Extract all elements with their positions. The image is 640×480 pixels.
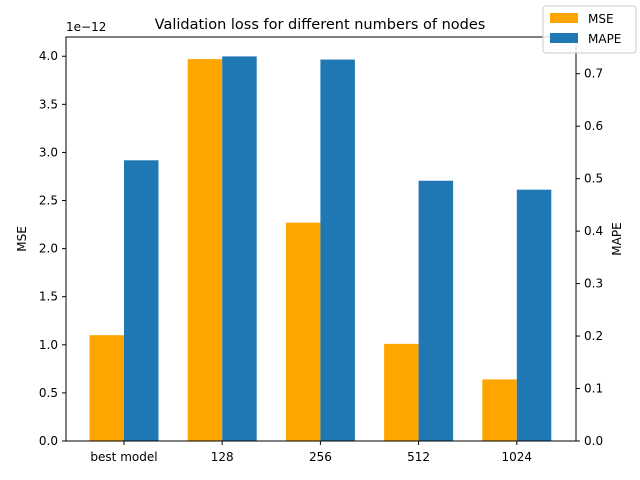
right-tick-label: 0.4 bbox=[584, 224, 603, 238]
x-tick-label: 1024 bbox=[502, 450, 533, 464]
x-tick-label: 128 bbox=[211, 450, 234, 464]
left-tick-label: 1.5 bbox=[39, 290, 58, 304]
left-tick-label: 1.0 bbox=[39, 338, 58, 352]
mape-bar bbox=[124, 160, 159, 441]
mse-bar bbox=[482, 379, 517, 441]
mape-bar bbox=[222, 56, 257, 441]
legend-label: MAPE bbox=[588, 32, 621, 46]
right-tick-label: 0.1 bbox=[584, 382, 603, 396]
mse-bar bbox=[187, 59, 223, 441]
plot-area bbox=[65, 36, 577, 442]
right-tick-label: 0.7 bbox=[584, 67, 603, 81]
mape-bar bbox=[418, 180, 454, 441]
left-tick-label: 0.5 bbox=[39, 386, 58, 400]
left-offset-label: 1e−12 bbox=[66, 20, 106, 34]
mse-bar bbox=[89, 335, 124, 441]
left-tick-label: 2.5 bbox=[39, 194, 58, 208]
right-tick-label: 0.6 bbox=[584, 119, 603, 133]
chart-title: Validation loss for different numbers of… bbox=[155, 17, 486, 33]
mape-bar bbox=[516, 189, 552, 441]
mape-bar bbox=[320, 59, 355, 442]
legend-swatch bbox=[550, 13, 578, 23]
x-axis: best model 128 256 512 1024 bbox=[90, 441, 532, 464]
left-tick-label: 4.0 bbox=[39, 49, 58, 63]
x-tick-label: 512 bbox=[407, 450, 430, 464]
mse-bar bbox=[384, 343, 419, 441]
right-tick-label: 0.5 bbox=[584, 172, 603, 186]
left-axis: 0.0 0.5 1.0 1.5 2.0 2.5 3.0 3.5 4.0 bbox=[39, 49, 66, 448]
left-tick-label: 3.5 bbox=[39, 97, 58, 111]
legend-label: MSE bbox=[588, 12, 614, 26]
right-tick-label: 0.3 bbox=[584, 277, 603, 291]
mse-bar bbox=[285, 222, 321, 441]
x-tick-label: 256 bbox=[309, 450, 332, 464]
left-tick-label: 0.0 bbox=[39, 434, 58, 448]
left-axis-label: MSE bbox=[15, 226, 29, 252]
right-axis-label: MAPE bbox=[610, 222, 624, 255]
legend-swatch bbox=[550, 33, 578, 43]
plot-frame bbox=[65, 36, 577, 442]
x-tick-label: best model bbox=[90, 450, 157, 464]
right-tick-label: 0.0 bbox=[584, 434, 603, 448]
left-tick-label: 3.0 bbox=[39, 145, 58, 159]
right-axis: 0.0 0.1 0.2 0.3 0.4 0.5 0.6 0.7 bbox=[576, 67, 603, 448]
right-tick-label: 0.2 bbox=[584, 329, 603, 343]
left-tick-label: 2.0 bbox=[39, 242, 58, 256]
legend: MSE MAPE bbox=[542, 5, 637, 54]
